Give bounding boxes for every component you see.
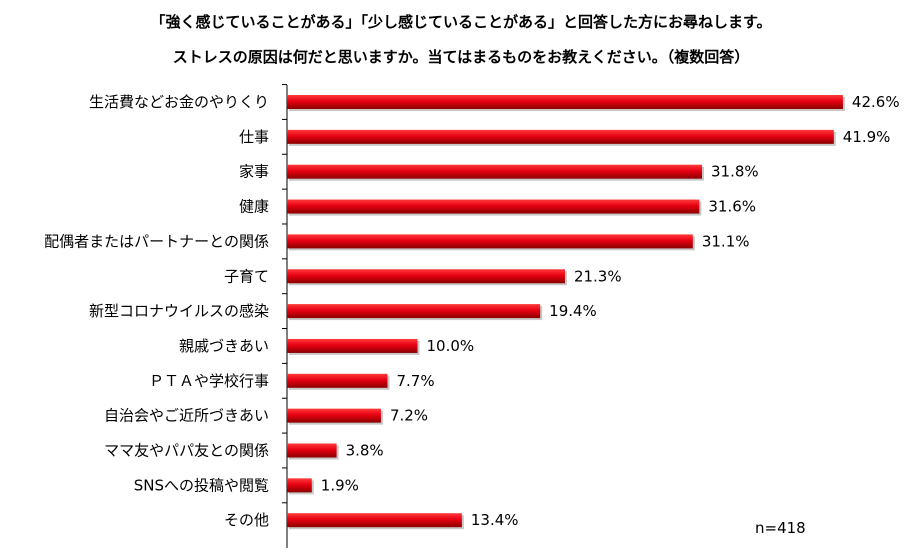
value-label: 10.0% (427, 337, 475, 355)
category-label: 仕事 (239, 128, 269, 146)
category-label: 家事 (239, 163, 269, 181)
bar (287, 338, 418, 353)
value-label: 19.4% (549, 302, 597, 320)
category-label: 健康 (239, 198, 269, 216)
value-label: 13.4% (471, 511, 519, 529)
category-label: 子育て (224, 267, 269, 285)
sample-size-note: n=418 (755, 519, 806, 537)
category-label: 生活費などお金のやりくり (89, 93, 269, 111)
bar (287, 129, 834, 144)
bar (287, 269, 565, 284)
bar (287, 199, 700, 214)
value-label: 21.3% (574, 267, 622, 285)
value-label: 31.6% (708, 198, 756, 216)
bar (287, 304, 541, 319)
bar (287, 164, 702, 179)
bar (287, 95, 843, 109)
category-label: 新型コロナウイルスの感染 (89, 302, 269, 320)
value-label: 41.9% (843, 128, 891, 146)
value-label: 3.8% (346, 442, 384, 460)
value-label: 31.8% (711, 163, 759, 181)
bar (287, 478, 312, 493)
category-label: その他 (224, 511, 269, 529)
value-label: 42.6% (852, 93, 900, 111)
category-label: 配偶者またはパートナーとの関係 (44, 232, 269, 250)
bar (287, 513, 462, 528)
value-label: 7.2% (390, 407, 428, 425)
category-label: ママ友やパパ友との関係 (104, 442, 269, 460)
bar (287, 373, 388, 388)
category-label: 自治会やご近所づきあい (104, 407, 269, 425)
bar (287, 443, 337, 458)
category-label: SNSへの投稿や閲覧 (134, 476, 269, 494)
category-label: ＰＴＡや学校行事 (149, 372, 269, 390)
bar (287, 234, 693, 249)
chart-title-line2: ストレスの原因は何だと思いますか。当てはまるものをお教えください。（複数回答） (172, 48, 750, 66)
bar (287, 408, 381, 423)
chart-title-line1: 「強く感じていることがある」「少し感じていることがある」と回答した方にお尋ねしま… (150, 13, 772, 31)
value-label: 1.9% (321, 476, 359, 494)
value-label: 7.7% (396, 372, 434, 390)
category-label: 親戚づきあい (179, 337, 269, 355)
value-label: 31.1% (702, 232, 750, 250)
